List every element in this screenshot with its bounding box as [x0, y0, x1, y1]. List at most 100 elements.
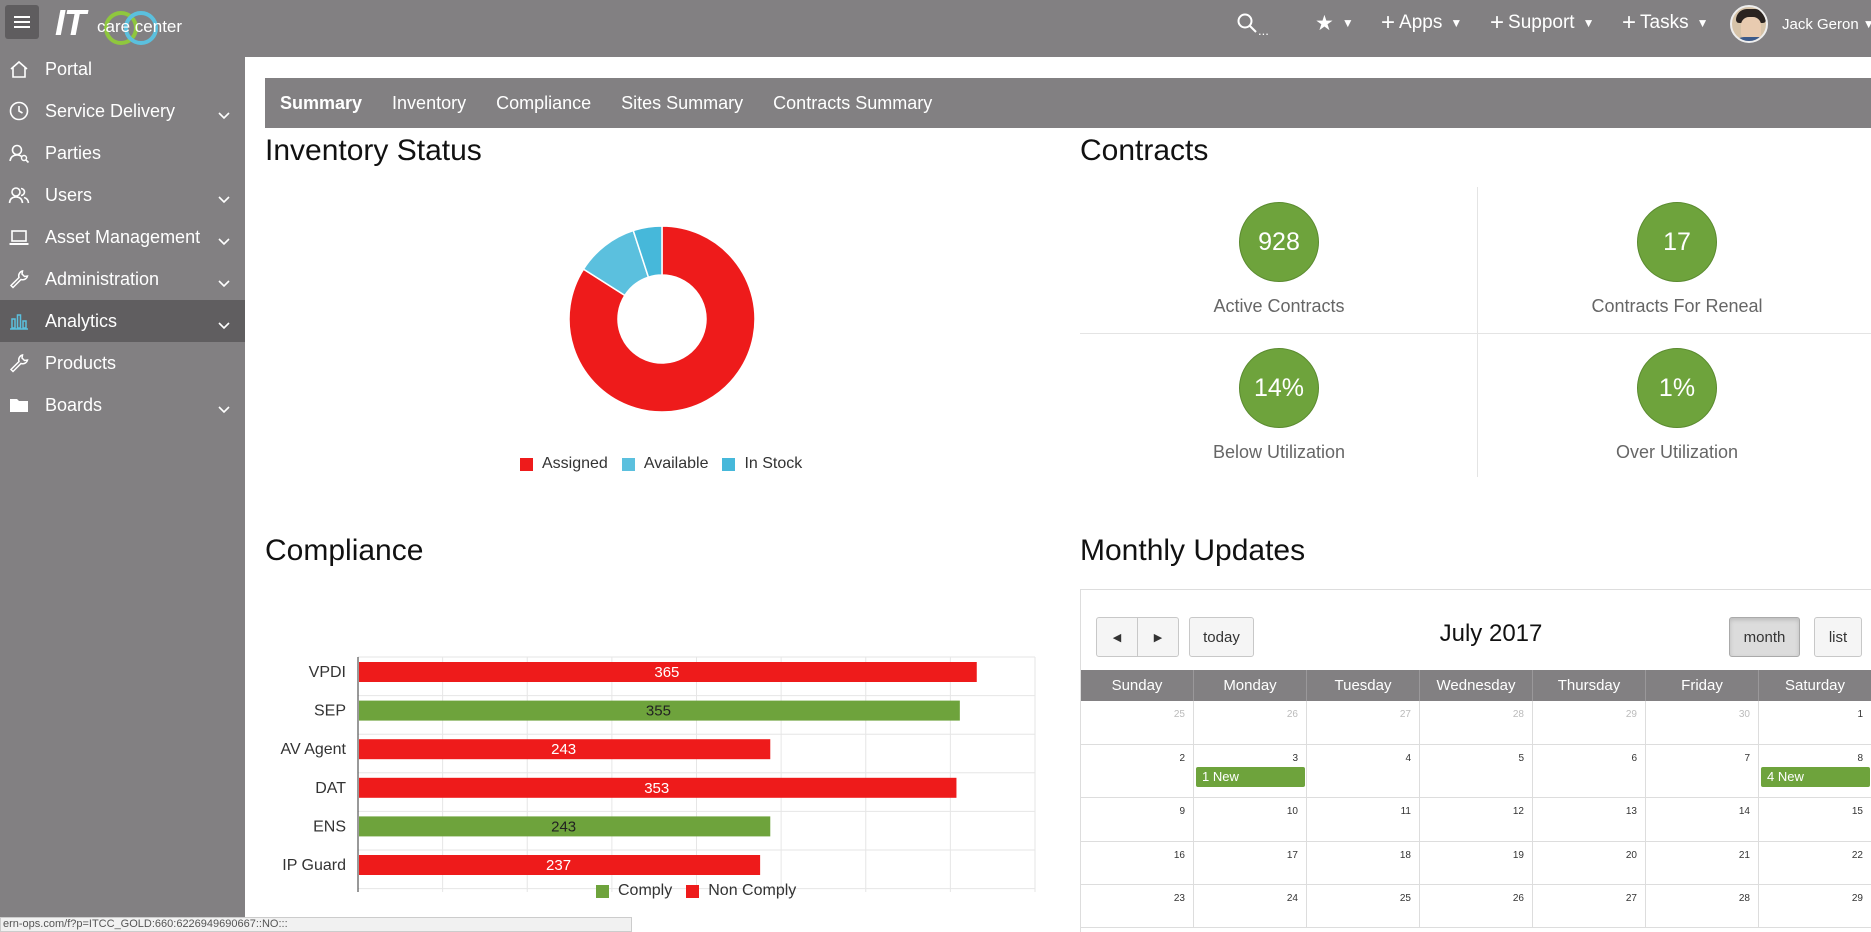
calendar-event[interactable]: 4 New	[1761, 767, 1870, 787]
calendar-day-cell[interactable]: 5	[1420, 745, 1533, 797]
user-menu[interactable]: Jack Geron ▼	[1730, 5, 1871, 43]
calendar-day-cell[interactable]: 10	[1194, 798, 1307, 841]
bar-ens[interactable]	[359, 816, 771, 837]
tab-sites-summary[interactable]: Sites Summary	[621, 92, 744, 113]
calendar-day-cell[interactable]: 25	[1081, 701, 1194, 744]
calendar-list-view-button[interactable]: list	[1814, 617, 1862, 657]
calendar-day-cell[interactable]: 4	[1307, 745, 1420, 797]
sidebar-item-asset-management[interactable]: Asset Management	[0, 216, 245, 258]
calendar-day-cell[interactable]: 14	[1646, 798, 1759, 841]
calendar-day-cell[interactable]: 28	[1420, 701, 1533, 744]
legend-swatch	[722, 457, 736, 471]
calendar-day-cell[interactable]: 22	[1759, 842, 1871, 884]
calendar-next-button[interactable]: ▶	[1137, 617, 1179, 657]
calendar-day-cell[interactable]: 11	[1307, 798, 1420, 841]
tab-bar: Summary Inventory Compliance Sites Summary C…	[265, 78, 1871, 128]
monthly-updates-title: Monthly Updates	[1080, 534, 1306, 567]
donut-slice-in-stock[interactable]	[632, 225, 663, 279]
bar-ip-guard[interactable]	[359, 855, 761, 875]
compliance-bar-chart: 050100150200250300350400VPDI365SEP355AV …	[280, 656, 1036, 892]
calendar-day-number: 17	[1286, 850, 1298, 861]
calendar-month-view-button[interactable]: month	[1729, 617, 1800, 657]
calendar-day-cell[interactable]: 25	[1307, 885, 1420, 927]
kpi-active-contracts[interactable]: 928 Active Contracts	[1080, 187, 1478, 332]
calendar-day-cell[interactable]: 6	[1533, 745, 1646, 797]
bar-dat[interactable]	[359, 777, 957, 798]
calendar-day-cell[interactable]: 8 4 New	[1759, 745, 1871, 797]
sidebar-item-administration[interactable]: Administration	[0, 258, 245, 300]
tab-compliance[interactable]: Compliance	[496, 92, 592, 113]
sidebar-item-users[interactable]: Users	[0, 174, 245, 216]
sidebar-item-parties[interactable]: Parties	[0, 132, 245, 174]
kpi-over-utilization[interactable]: 1% Over Utilization	[1478, 333, 1871, 478]
calendar-day-cell[interactable]: 29	[1759, 885, 1871, 927]
calendar-day-cell[interactable]: 30	[1646, 701, 1759, 744]
support-label: Support	[1508, 12, 1575, 33]
search-ellipsis: ...	[1258, 22, 1269, 38]
calendar-day-cell[interactable]: 29	[1533, 701, 1646, 744]
sidebar-item-analytics[interactable]: Analytics	[0, 300, 245, 342]
calendar-day-cell[interactable]: 16	[1081, 842, 1194, 884]
sidebar-item-label: Portal	[45, 58, 93, 79]
calendar-day-cell[interactable]: 2	[1081, 745, 1194, 797]
itcc-logo[interactable]: IT care center	[55, 0, 195, 48]
tab-summary[interactable]: Summary	[280, 92, 363, 113]
sidebar-item-label: Asset Management	[45, 226, 201, 247]
calendar-day-cell[interactable]: 7	[1646, 745, 1759, 797]
sidebar-item-boards[interactable]: Boards	[0, 384, 245, 426]
calendar-day-cell[interactable]: 27	[1533, 885, 1646, 927]
donut-slice-assigned[interactable]	[568, 225, 756, 413]
calendar-day-cell[interactable]: 24	[1194, 885, 1307, 927]
calendar-day-cell[interactable]: 13	[1533, 798, 1646, 841]
sidebar-item-label: Parties	[45, 142, 102, 163]
hamburger-menu-button[interactable]	[5, 5, 39, 39]
kpi-contracts-for-reneal[interactable]: 17 Contracts For Reneal	[1478, 187, 1871, 332]
legend-item[interactable]: Available	[621, 455, 708, 473]
tab-contracts-summary[interactable]: Contracts Summary	[773, 92, 933, 113]
sidebar-item-service-delivery[interactable]: Service Delivery	[0, 90, 245, 132]
calendar-day-cell[interactable]: 12	[1420, 798, 1533, 841]
calendar-event[interactable]: 1 New	[1196, 767, 1305, 787]
calendar-day-number: 16	[1173, 850, 1185, 861]
bar-value-label: 243	[551, 818, 576, 835]
support-menu[interactable]: + Support ▼	[1490, 8, 1594, 38]
legend-item[interactable]: Comply	[596, 882, 672, 900]
sidebar-item-portal[interactable]: Portal	[0, 48, 245, 90]
legend-item[interactable]: Non Comply	[686, 882, 796, 900]
calendar-today-button[interactable]: today	[1189, 617, 1254, 657]
bar-sep[interactable]	[359, 700, 960, 721]
calendar-day-cell[interactable]: 26	[1194, 701, 1307, 744]
apps-menu[interactable]: + Apps ▼	[1381, 8, 1462, 38]
legend-item[interactable]: In Stock	[722, 455, 802, 473]
calendar-prev-button[interactable]: ◀	[1096, 617, 1138, 657]
calendar-day-header: Tuesday	[1307, 670, 1420, 701]
legend-item[interactable]: Assigned	[520, 455, 608, 473]
tab-inventory[interactable]: Inventory	[392, 92, 467, 113]
calendar-day-cell[interactable]: 27	[1307, 701, 1420, 744]
calendar-month-title: July 2017	[1439, 620, 1543, 647]
calendar-day-cell[interactable]: 20	[1533, 842, 1646, 884]
favorites-menu[interactable]: ★ ▼	[1315, 8, 1354, 38]
y-category-label: VPDI	[309, 664, 346, 681]
search-button[interactable]: ...	[1236, 8, 1269, 38]
calendar-day-cell[interactable]: 15	[1759, 798, 1871, 841]
calendar-day-cell[interactable]: 9	[1081, 798, 1194, 841]
calendar-day-cell[interactable]: 1	[1759, 701, 1871, 744]
kpi-value-circle: 1%	[1637, 348, 1717, 428]
calendar-day-cell[interactable]: 23	[1081, 885, 1194, 927]
bar-vpdi[interactable]	[359, 662, 977, 682]
logo-care-center-text: care center	[97, 17, 183, 36]
kpi-below-utilization[interactable]: 14% Below Utilization	[1080, 333, 1478, 478]
calendar-day-cell[interactable]: 18	[1307, 842, 1420, 884]
calendar-day-cell[interactable]: 21	[1646, 842, 1759, 884]
calendar-day-cell[interactable]: 17	[1194, 842, 1307, 884]
tasks-menu[interactable]: + Tasks ▼	[1622, 8, 1708, 38]
contracts-title: Contracts	[1080, 134, 1209, 167]
calendar-day-cell[interactable]: 19	[1420, 842, 1533, 884]
sidebar-item-products[interactable]: Products	[0, 342, 245, 384]
calendar-day-cell[interactable]: 3 1 New	[1194, 745, 1307, 797]
bar-av-agent[interactable]	[359, 739, 771, 760]
calendar-day-cell[interactable]: 28	[1646, 885, 1759, 927]
calendar-day-number: 5	[1518, 753, 1524, 764]
calendar-day-cell[interactable]: 26	[1420, 885, 1533, 927]
